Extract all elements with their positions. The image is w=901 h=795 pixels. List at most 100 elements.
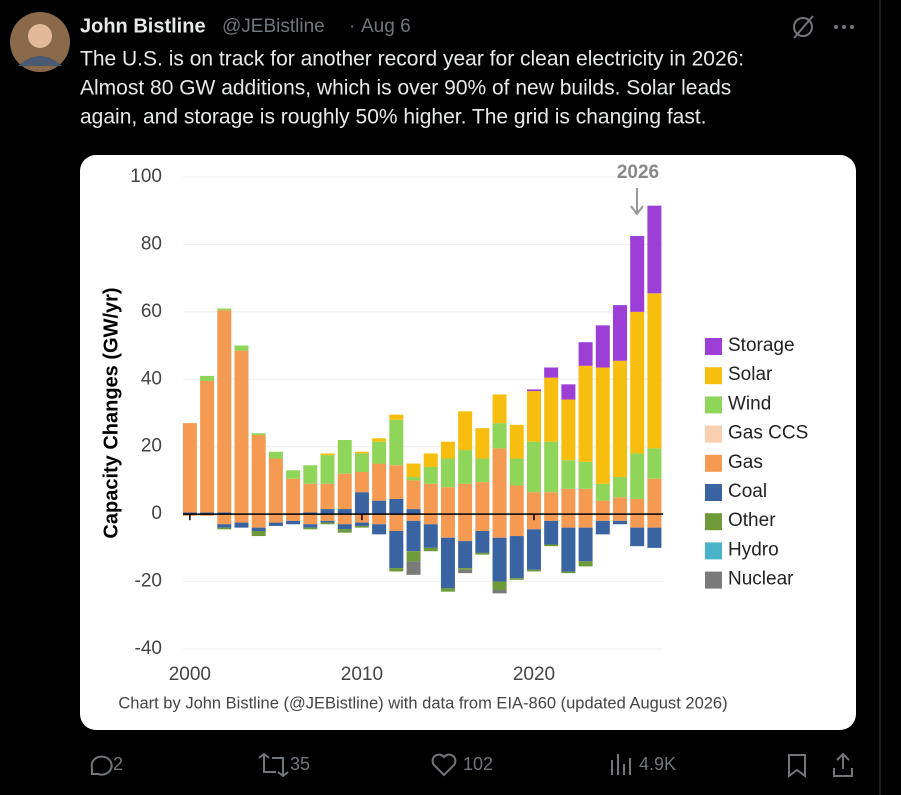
bar-segment (372, 524, 387, 535)
bar-segment (286, 520, 301, 525)
bar-segment (544, 377, 559, 442)
share-button[interactable] (833, 752, 853, 777)
bar-segment (509, 485, 524, 515)
bar-segment (492, 448, 507, 515)
bar-segment (354, 451, 369, 454)
legend-label: Gas CCS (728, 423, 808, 444)
bar-segment (440, 588, 455, 592)
legend-swatch (705, 542, 722, 560)
bar-segment (526, 514, 541, 530)
bar-segment (372, 463, 387, 501)
bar-segment (320, 455, 335, 484)
y-tick-label: 0 (151, 503, 162, 524)
bar-segment (389, 414, 404, 420)
legend-label: Wind (728, 393, 771, 414)
bar-segment (612, 305, 627, 361)
y-tick-label: 40 (141, 368, 162, 389)
bar-segment (492, 537, 507, 582)
bar-segment (423, 483, 438, 515)
bar-segment (561, 399, 576, 461)
y-tick-label: -40 (135, 638, 162, 659)
y-tick-label: 20 (141, 436, 162, 457)
bar-segment (509, 424, 524, 459)
bar-segment (578, 561, 593, 567)
y-tick-label: 100 (130, 166, 162, 187)
bar-segment (475, 458, 490, 483)
bar-segment (337, 473, 352, 510)
bar-segment (440, 514, 455, 538)
bar-segment (406, 463, 421, 478)
bookmark-button[interactable] (788, 754, 806, 778)
bar-segment (286, 470, 301, 479)
bar-segment (458, 450, 473, 484)
annotation: 2026 (617, 162, 659, 183)
bar-segment (630, 311, 645, 454)
legend-swatch (705, 454, 722, 472)
bar-segment (182, 423, 197, 513)
bar-segment (303, 527, 318, 530)
bar-segment (234, 345, 249, 351)
bar-segment (458, 514, 473, 542)
view-count: 4.9K (639, 754, 676, 774)
bar-segment (440, 441, 455, 459)
bar-segment (320, 483, 335, 510)
bar-segment (458, 541, 473, 569)
legend-swatch (705, 396, 722, 414)
bar-segment (509, 458, 524, 486)
bar-segment (544, 367, 559, 378)
bar-segment (303, 465, 318, 484)
bar-segment (595, 520, 610, 535)
bar-segment (337, 524, 352, 530)
bar-segment (595, 325, 610, 368)
bar-segment (200, 380, 215, 513)
grok-icon[interactable] (793, 15, 814, 39)
bar-segment (647, 293, 662, 449)
bar-segment (251, 531, 266, 537)
bar-segment (630, 498, 645, 515)
bar-segment (337, 529, 352, 533)
views-button[interactable] (611, 754, 631, 775)
bar-segment (389, 514, 404, 531)
repost-button[interactable] (258, 752, 289, 778)
bar-segment (526, 389, 541, 392)
author-handle[interactable]: @JEBistline (222, 16, 325, 37)
reply-button[interactable] (90, 755, 113, 776)
bar-segment (475, 482, 490, 515)
bar-segment (217, 308, 232, 311)
y-tick-label: 80 (141, 233, 162, 254)
y-tick-label: -20 (135, 571, 162, 592)
bar-segment (234, 350, 249, 515)
bar-segment (303, 514, 318, 525)
bar-segment (440, 458, 455, 488)
like-button[interactable] (431, 753, 457, 777)
x-tick-label: 2020 (513, 664, 555, 685)
legend-label: Other (728, 510, 776, 531)
bar-segment (354, 453, 369, 472)
bar-segment (595, 514, 610, 521)
bar-segment (406, 551, 421, 562)
bar-segment (234, 522, 249, 528)
bar-segment (303, 524, 318, 528)
bar-segment (337, 509, 352, 515)
bar-segment (440, 487, 455, 515)
bar-segment (406, 520, 421, 552)
bar-segment (544, 544, 559, 547)
bar-segment (303, 483, 318, 513)
post-date[interactable]: Aug 6 (361, 16, 411, 37)
bar-segment (458, 568, 473, 570)
bar-segment (354, 522, 369, 526)
bar-segment (544, 514, 559, 521)
legend-swatch (705, 513, 722, 531)
author-name[interactable]: John Bistline (80, 15, 206, 37)
bar-segment (578, 365, 593, 462)
bar-segment (320, 509, 335, 515)
bar-segment (320, 522, 335, 525)
bar-segment (630, 236, 645, 312)
x-tick-label: 2010 (341, 664, 383, 685)
bar-segment (217, 514, 232, 525)
bar-segment (251, 433, 266, 435)
bar-segment (320, 514, 335, 521)
bar-segment (423, 514, 438, 525)
post-text: The U.S. is on track for another record … (80, 48, 744, 71)
more-menu[interactable] (834, 25, 854, 29)
